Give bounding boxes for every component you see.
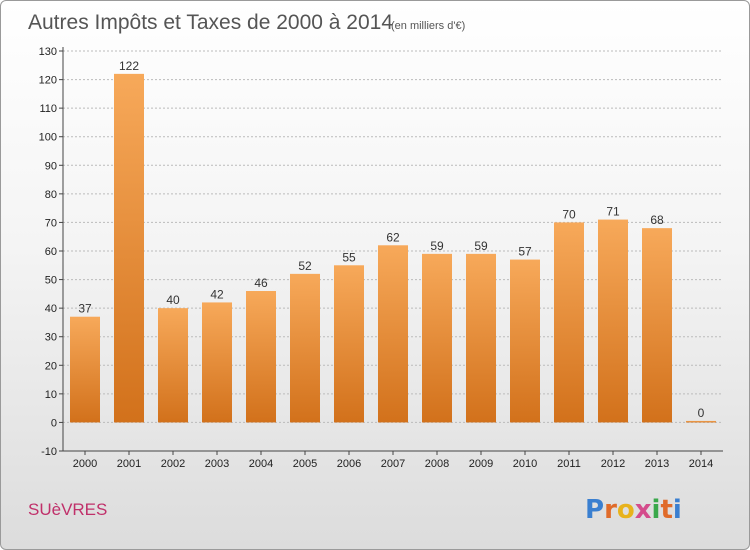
x-tick-label: 2008 xyxy=(425,458,449,470)
bar xyxy=(466,253,496,423)
bar xyxy=(70,316,100,423)
bar xyxy=(290,273,320,423)
x-tick-label: 2004 xyxy=(249,458,273,470)
bar xyxy=(422,253,452,423)
bar xyxy=(554,222,584,423)
bar xyxy=(114,73,144,423)
x-tick-label: 2001 xyxy=(117,458,141,470)
value-label: 70 xyxy=(562,207,576,221)
value-label: 62 xyxy=(386,230,400,244)
x-tick-labels: 2000 2001 2002 2003 2004 2005 2006 2007 2008 2009… xyxy=(73,458,713,470)
x-tick-label: 2006 xyxy=(337,458,361,470)
value-label: 52 xyxy=(298,259,312,273)
y-tick-label: -10 xyxy=(41,446,57,458)
x-tick-label: 2011 xyxy=(557,458,581,470)
bar xyxy=(246,291,276,423)
bar xyxy=(334,265,364,423)
y-tick-label: 100 xyxy=(39,132,57,144)
bars xyxy=(70,73,716,423)
bar xyxy=(378,245,408,423)
value-label: 59 xyxy=(474,239,488,253)
bar xyxy=(686,420,716,423)
bar xyxy=(510,259,540,423)
x-tick-label: 2005 xyxy=(293,458,317,470)
chart-title: Autres Impôts et Taxes de 2000 à 2014 xyxy=(28,11,393,34)
bar xyxy=(158,308,188,423)
value-label: 0 xyxy=(698,406,705,420)
y-tick-label: 80 xyxy=(45,189,57,201)
value-label: 40 xyxy=(166,293,180,307)
y-tick-label: 30 xyxy=(45,332,57,344)
y-tick-label: 0 xyxy=(51,417,57,429)
y-tick-label: 70 xyxy=(45,217,57,229)
y-tick-label: 20 xyxy=(45,360,57,372)
x-tick-label: 2007 xyxy=(381,458,405,470)
bar xyxy=(202,302,232,423)
value-label: 46 xyxy=(254,276,268,290)
x-tick-label: 2009 xyxy=(469,458,493,470)
value-label: 55 xyxy=(342,250,356,264)
x-tick-label: 2014 xyxy=(689,458,713,470)
value-label: 71 xyxy=(606,205,620,219)
logo-text: Proxiti xyxy=(585,495,682,525)
x-tick-label: 2013 xyxy=(645,458,669,470)
proxiti-logo: Proxiti xyxy=(585,495,682,525)
y-tick-label: 50 xyxy=(45,275,57,287)
value-label: 68 xyxy=(650,213,664,227)
y-tick-label: 110 xyxy=(39,103,57,115)
x-tick-label: 2002 xyxy=(161,458,185,470)
value-label: 59 xyxy=(430,239,444,253)
value-label: 122 xyxy=(119,59,139,73)
value-labels: 37 122 40 42 46 52 55 62 59 59 57 70 71 68 0 xyxy=(78,59,704,420)
bar xyxy=(642,228,672,423)
value-label: 42 xyxy=(210,287,224,301)
y-tick-label: 120 xyxy=(39,75,57,87)
x-tick-label: 2010 xyxy=(513,458,537,470)
x-tick-label: 2012 xyxy=(601,458,625,470)
value-label: 57 xyxy=(518,245,532,259)
value-label: 37 xyxy=(78,302,92,316)
y-tick-label: 10 xyxy=(45,389,57,401)
y-tick-label: 130 xyxy=(39,46,57,58)
chart-subtitle: (en milliers d'€) xyxy=(391,20,465,32)
y-tick-labels: -10 0 10 20 30 40 50 60 70 80 90 100 110 120 130 xyxy=(39,46,57,458)
bar xyxy=(598,219,628,423)
axes xyxy=(59,47,723,455)
y-tick-label: 60 xyxy=(45,246,57,258)
y-tick-label: 90 xyxy=(45,160,57,172)
x-tick-label: 2000 xyxy=(73,458,97,470)
commune-name: SUèVRES xyxy=(28,500,107,519)
y-tick-label: 40 xyxy=(45,303,57,315)
x-tick-label: 2003 xyxy=(205,458,229,470)
